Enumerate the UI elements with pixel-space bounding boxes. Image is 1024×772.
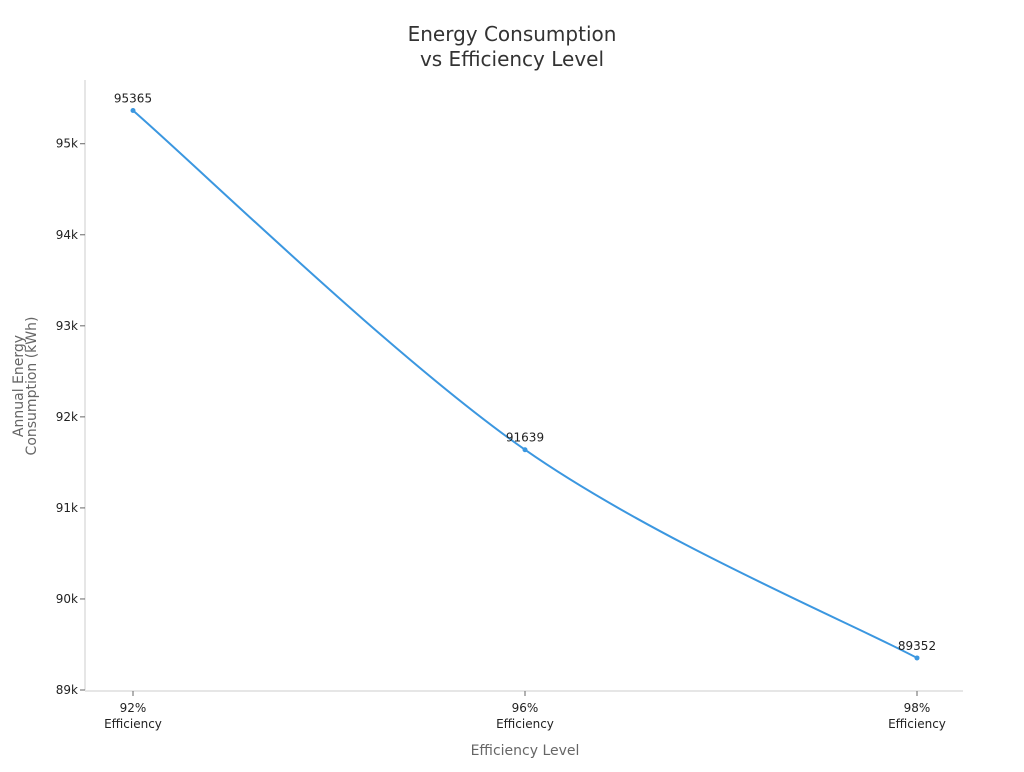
x-axis-ticks: 92% Efficiency 96% Efficiency 98% Efficiency xyxy=(104,691,946,731)
y-axis-title-line-1: Annual Energy xyxy=(11,335,27,437)
data-point xyxy=(522,447,528,453)
y-tick-label: 91k xyxy=(56,501,78,515)
x-axis-title: Efficiency Level xyxy=(471,743,580,759)
chart-title-line-2: vs Efficiency Level xyxy=(420,47,604,71)
y-axis-ticks: 89k 90k 91k 92k 93k 94k 95k xyxy=(56,137,85,697)
data-label: 95365 xyxy=(114,92,152,106)
x-tick-sublabel: Efficiency xyxy=(496,717,554,731)
x-tick-label: 96% xyxy=(512,701,539,715)
data-points xyxy=(130,108,920,661)
y-axis-title: Annual Energy Consumption (kWh) xyxy=(11,317,40,456)
x-tick-label: 92% xyxy=(120,701,147,715)
data-label: 91639 xyxy=(506,431,544,445)
x-tick-sublabel: Efficiency xyxy=(888,717,946,731)
y-axis-title-line-2: Consumption (kWh) xyxy=(24,317,40,456)
data-label: 89352 xyxy=(898,639,936,653)
chart-title-line-1: Energy Consumption xyxy=(408,22,617,46)
y-tick-label: 92k xyxy=(56,410,78,424)
x-tick-label: 98% xyxy=(904,701,931,715)
y-tick-label: 95k xyxy=(56,137,78,151)
y-tick-label: 89k xyxy=(56,683,78,697)
series-line xyxy=(132,109,918,659)
x-tick-sublabel: Efficiency xyxy=(104,717,162,731)
y-tick-label: 90k xyxy=(56,592,78,606)
data-labels: 95365 91639 89352 xyxy=(114,92,936,653)
data-point xyxy=(130,108,136,113)
data-point xyxy=(914,655,920,661)
y-tick-label: 94k xyxy=(56,228,78,242)
y-tick-label: 93k xyxy=(56,319,78,333)
